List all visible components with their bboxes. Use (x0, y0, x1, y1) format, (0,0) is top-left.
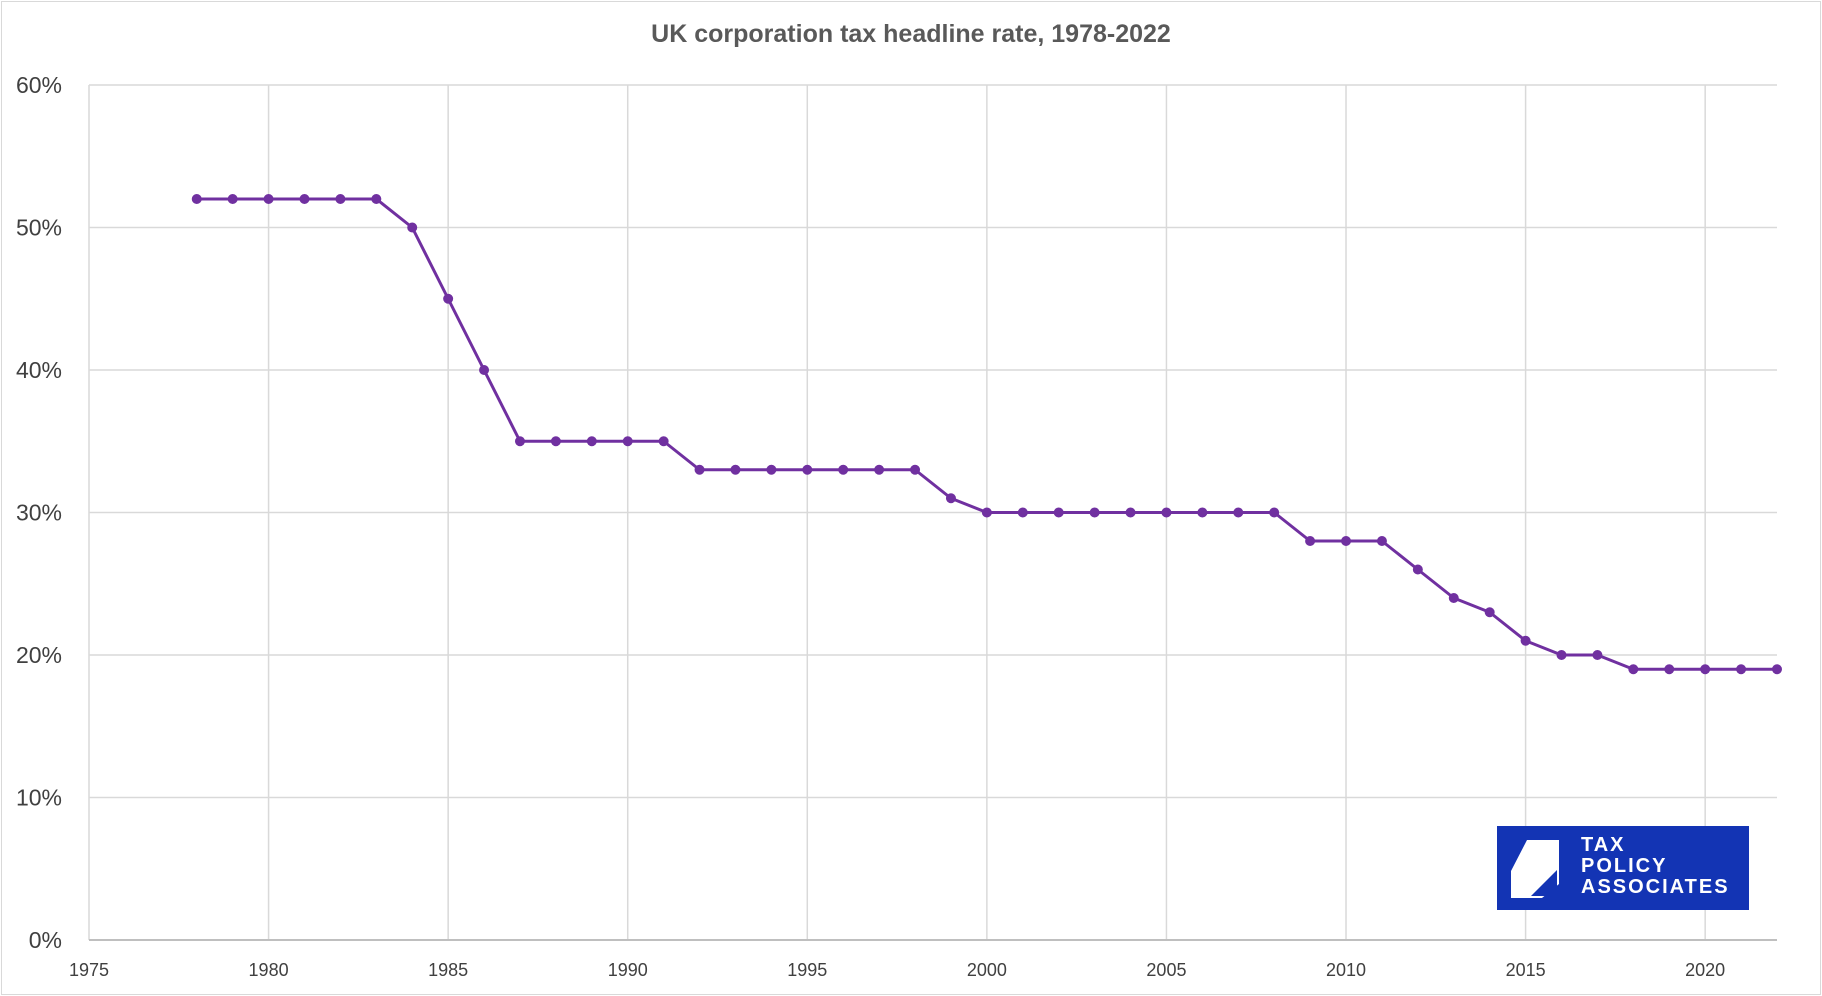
y-tick-label: 40% (16, 357, 62, 383)
data-point (1772, 664, 1782, 675)
x-tick-label: 1985 (428, 960, 468, 980)
y-tick-label: 50% (16, 215, 62, 241)
logo-text-line: POLICY (1581, 855, 1668, 877)
data-point (1197, 507, 1208, 518)
data-point (1700, 664, 1711, 675)
x-tick-label: 1975 (69, 960, 109, 980)
data-point (945, 493, 956, 504)
data-point (1628, 664, 1639, 675)
y-tick-label: 0% (29, 927, 62, 953)
data-point (981, 507, 992, 518)
x-tick-label: 1995 (787, 960, 827, 980)
data-point (550, 436, 561, 447)
x-tick-label: 1990 (608, 960, 648, 980)
data-point (1233, 507, 1244, 518)
data-point (1125, 507, 1136, 518)
data-point (1412, 564, 1423, 575)
logo-mark-icon (1511, 840, 1559, 898)
y-tick-label: 30% (16, 500, 62, 526)
data-point (514, 436, 525, 447)
data-point (1053, 507, 1064, 518)
data-point (443, 293, 454, 304)
chart-title: UK corporation tax headline rate, 1978-2… (651, 20, 1171, 48)
data-point (586, 436, 597, 447)
data-point (1089, 507, 1100, 518)
data-point (1592, 650, 1603, 660)
data-point (371, 194, 382, 204)
x-tick-label: 2020 (1685, 960, 1725, 980)
x-tick-label: 2005 (1146, 960, 1186, 980)
data-point (227, 194, 238, 204)
data-point (1017, 507, 1028, 518)
logo-text-line: TAX (1581, 834, 1626, 856)
x-tick-label: 2010 (1326, 960, 1366, 980)
data-point (1736, 664, 1747, 675)
tax-policy-associates-logo: TAX POLICY ASSOCIATES (1497, 826, 1749, 910)
x-tick-label: 2015 (1506, 960, 1546, 980)
y-tick-label: 10% (16, 785, 62, 811)
data-point (407, 222, 418, 233)
logo-text-line: ASSOCIATES (1581, 876, 1730, 898)
data-point (479, 365, 490, 375)
data-point (1269, 507, 1280, 518)
data-point (1484, 607, 1495, 618)
data-point (622, 436, 633, 447)
y-tick-label: 20% (16, 642, 62, 668)
data-point (658, 436, 669, 447)
data-point (335, 194, 346, 204)
x-tick-label: 2000 (967, 960, 1007, 980)
data-point (1448, 593, 1459, 603)
data-point (1556, 650, 1567, 660)
data-point (838, 464, 849, 475)
data-point (1664, 664, 1675, 675)
data-point (730, 464, 741, 475)
data-point (1305, 536, 1316, 546)
data-point (766, 464, 777, 475)
data-point (263, 194, 274, 204)
data-point (299, 194, 310, 204)
x-tick-label: 1980 (249, 960, 289, 980)
data-point (694, 464, 705, 475)
data-point (874, 464, 885, 475)
data-point (910, 464, 921, 475)
data-point (191, 194, 202, 204)
data-point (802, 464, 813, 475)
data-point (1161, 507, 1172, 518)
data-point (1341, 536, 1352, 546)
data-point (1520, 635, 1531, 646)
data-point (1376, 536, 1387, 546)
y-tick-label: 60% (16, 72, 62, 98)
